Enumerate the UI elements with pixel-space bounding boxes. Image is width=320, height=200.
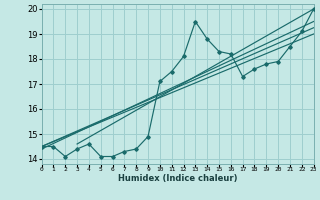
X-axis label: Humidex (Indice chaleur): Humidex (Indice chaleur) <box>118 174 237 183</box>
